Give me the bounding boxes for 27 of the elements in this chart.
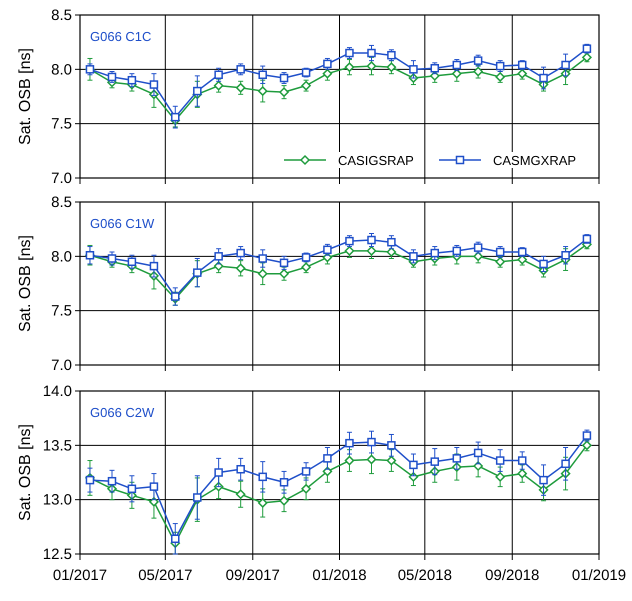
y-axis-title: Sat. OSB [ns] <box>17 48 34 145</box>
y-tick-label: 7.0 <box>51 357 72 374</box>
y-tick-label: 7.5 <box>51 302 72 320</box>
x-tick-label: 05/2017 <box>138 567 192 584</box>
y-tick-label: 14.0 <box>42 383 72 400</box>
text: G066 C1C <box>90 29 152 44</box>
x-tick-label: 09/2018 <box>485 567 540 584</box>
y-tick-label: 8.0 <box>51 248 72 266</box>
y-tick-label: 8.5 <box>51 7 72 24</box>
legend-label: CASMGXRAP <box>493 153 576 168</box>
y-tick-label: 13.5 <box>42 437 72 454</box>
legend-label: CASIGSRAP <box>338 153 414 168</box>
x-tick-label: 05/2018 <box>398 567 452 584</box>
text: G066 C1W <box>90 216 156 231</box>
y-tick-label: 13.0 <box>42 492 72 509</box>
x-tick-label: 09/2017 <box>226 567 280 584</box>
y-tick-label: 7.5 <box>51 116 72 133</box>
text: G066 C2W <box>90 405 156 420</box>
y-tick-label: 7.0 <box>51 170 72 187</box>
x-tick-label: 01/2018 <box>312 567 367 584</box>
x-tick-label: 01/2017 <box>52 567 108 584</box>
y-tick-label: 8.5 <box>51 194 72 211</box>
y-tick-label: 12.5 <box>42 546 72 563</box>
y-tick-label: 8.0 <box>51 61 72 78</box>
x-tick-label: 01/2019 <box>572 567 626 584</box>
y-axis-title: Sat. OSB [ns] <box>17 424 34 521</box>
y-axis-title: Sat. OSB [ns] <box>17 235 34 332</box>
